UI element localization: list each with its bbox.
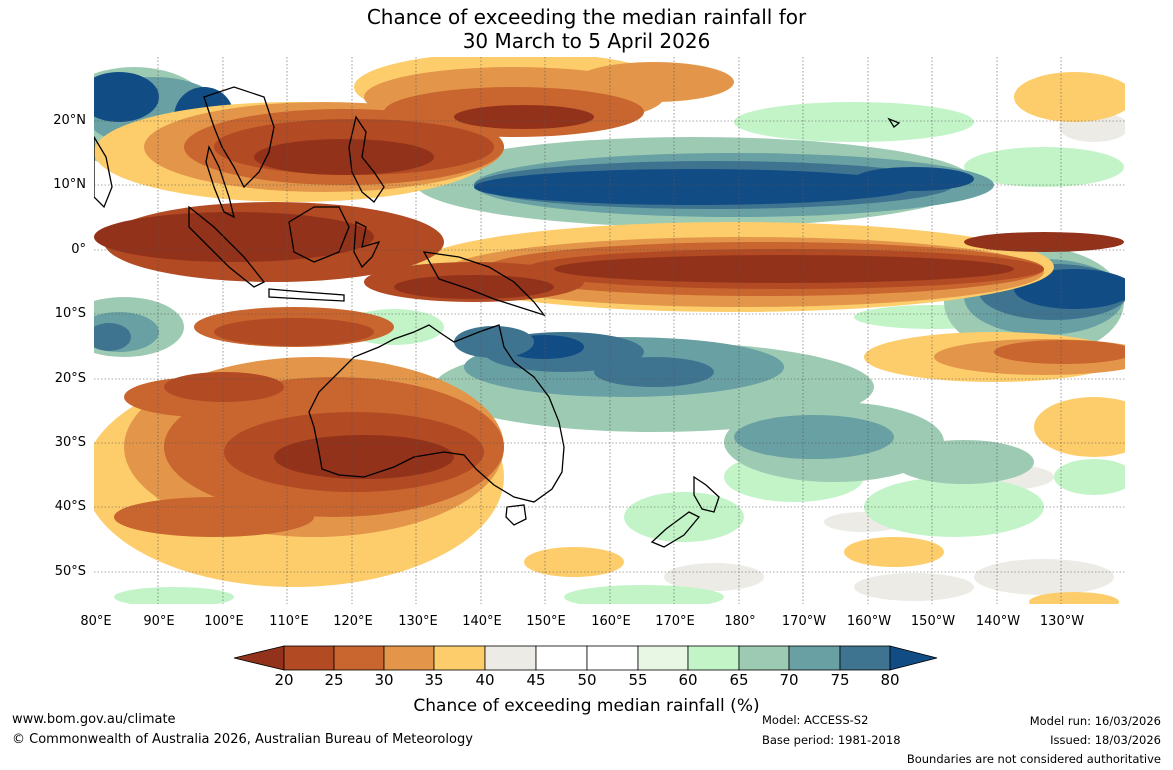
colorbar-tick-65: 65: [729, 671, 749, 689]
java-outline: [268, 288, 345, 302]
lon-label-120e: 120°E: [333, 614, 373, 629]
northern-pacific-wet-band: [514, 173, 914, 201]
philippines-outline: [348, 115, 385, 203]
hawaii-outline: [887, 117, 901, 128]
colorbar-tick-40: 40: [475, 671, 495, 689]
australia-outline: [308, 324, 565, 503]
lat-label-30s: 30°S: [54, 435, 86, 450]
coastlines: [94, 86, 901, 548]
lon-label-160w: 160°W: [846, 614, 892, 629]
lon-label-110e: 110°E: [269, 614, 309, 629]
new-guinea-outline: [422, 251, 546, 317]
colorbar-tick-80: 80: [880, 671, 900, 689]
lon-label-80e: 80°E: [80, 614, 112, 629]
indochina-outline: [203, 86, 275, 189]
colorbar-low-arrow: [234, 645, 285, 671]
colorbar-bin-50-55: [586, 645, 639, 671]
colorbar-bin-25-30: [333, 645, 385, 671]
colorbar-high-arrow: [889, 645, 938, 671]
lat-label-10s: 10°S: [54, 306, 86, 321]
borneo-outline: [288, 206, 350, 263]
colorbar-tick-20: 20: [274, 671, 294, 689]
new-zealand-south-outline: [650, 511, 701, 548]
colorbar-bin-30-35: [383, 645, 435, 671]
lat-label-50s: 50°S: [54, 564, 86, 579]
lon-label-100e: 100°E: [204, 614, 244, 629]
colorbar-tick-30: 30: [374, 671, 394, 689]
colorbar-bin-20-25: [283, 645, 335, 671]
colorbar-bin-40-45: [484, 645, 537, 671]
footer-base-period: Base period: 1981-2018: [762, 733, 901, 747]
footer-disclaimer: Boundaries are not considered authoritat…: [906, 752, 1161, 766]
lat-label-40s: 40°S: [54, 499, 86, 514]
sulawesi-outline: [353, 220, 381, 269]
footer-copyright: © Commonwealth of Australia 2026, Austra…: [12, 732, 473, 747]
colorbar-tick-45: 45: [526, 671, 546, 689]
colorbar-bin-35-40: [433, 645, 486, 671]
lon-label-130w: 130°W: [1039, 614, 1085, 629]
coral-sea-wet-area: [454, 326, 534, 358]
lon-label-90e: 90°E: [143, 614, 175, 629]
lon-label-160e: 160°E: [591, 614, 631, 629]
lat-label-10n: 10°N: [53, 177, 86, 192]
lat-label-20s: 20°S: [54, 371, 86, 386]
lon-label-180: 180°: [724, 614, 756, 629]
colorbar-tick-60: 60: [678, 671, 698, 689]
colorbar: [234, 645, 938, 671]
graticule: [94, 57, 1125, 604]
footer-issued: Issued: 18/03/2026: [1050, 733, 1161, 747]
below-median-extreme-areas: [94, 105, 1124, 479]
colorbar-tick-25: 25: [324, 671, 344, 689]
lon-label-170w: 170°W: [781, 614, 827, 629]
colorbar-bin-45-50: [535, 645, 588, 671]
footer-model: Model: ACCESS-S2: [762, 713, 869, 727]
colorbar-label: Chance of exceeding median rainfall (%): [413, 696, 760, 716]
colorbar-bin-55-60: [637, 645, 689, 671]
malay-peninsula-outline: [205, 145, 235, 219]
footer-model-run: Model run: 16/03/2026: [1029, 714, 1161, 728]
lat-label-20n: 20°N: [53, 113, 86, 128]
new-zealand-north-outline: [693, 475, 720, 513]
colorbar-bin-75-80: [839, 645, 891, 671]
footer-url: www.bom.gov.au/climate: [12, 712, 176, 727]
chart-title-line-2: 30 March to 5 April 2026: [462, 29, 711, 53]
colorbar-tick-50: 50: [577, 671, 597, 689]
tasmania-outline: [505, 504, 527, 526]
lon-label-140w: 140°W: [975, 614, 1021, 629]
colorbar-tick-70: 70: [779, 671, 799, 689]
india-tip-outline: [94, 135, 113, 209]
lon-label-170e: 170°E: [655, 614, 695, 629]
southern-pacific-wet-band: [1039, 275, 1125, 303]
chart-title-line-1: Chance of exceeding the median rainfall …: [366, 5, 807, 29]
colorbar-tick-55: 55: [628, 671, 648, 689]
lon-label-130e: 130°E: [398, 614, 438, 629]
lon-label-150e: 150°E: [526, 614, 566, 629]
colorbar-bin-65-70: [738, 645, 790, 671]
colorbar-tick-75: 75: [830, 671, 850, 689]
rainfall-probability-map: [94, 57, 1125, 604]
colorbar-bin-70-75: [788, 645, 841, 671]
colorbar-bin-60-65: [687, 645, 740, 671]
lon-label-150w: 150°W: [910, 614, 956, 629]
lon-label-140e: 140°E: [462, 614, 502, 629]
sumatra-outline: [188, 205, 266, 288]
lat-label-0: 0°: [71, 242, 86, 257]
colorbar-tick-35: 35: [424, 671, 444, 689]
